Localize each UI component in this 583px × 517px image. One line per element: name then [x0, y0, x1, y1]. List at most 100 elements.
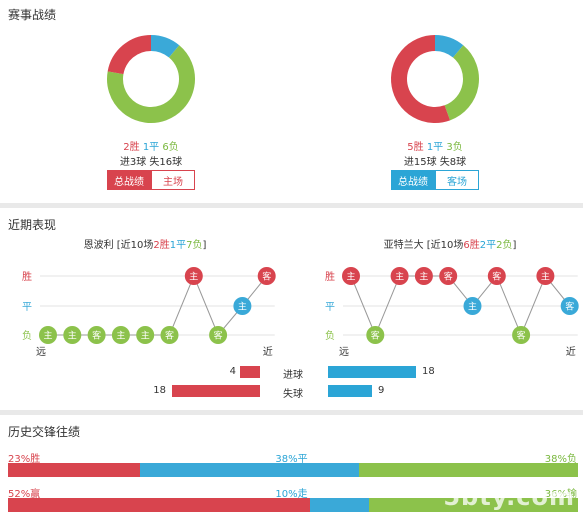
- recent-panel: 近期表现 恩波利 [近10场2胜1平7负] 亚特兰大 [近10场6胜2平2负] …: [0, 208, 583, 410]
- form-line: [48, 274, 268, 336]
- tab-away-venue[interactable]: 客场: [435, 170, 479, 190]
- home-recent-losses: 7负: [186, 240, 203, 251]
- away-conceded-value: 9: [378, 385, 385, 396]
- form-point-venue: 客: [165, 330, 174, 342]
- form-point: 主: [342, 267, 360, 285]
- form-point-venue: 主: [141, 330, 150, 342]
- home-win-count: 2胜: [123, 142, 140, 153]
- h2h-panel: 历史交锋往绩 23%胜 38%平 38%负 52%赢 10%走 36%输 5bt…: [0, 415, 583, 517]
- bar-draw-segment: [140, 463, 360, 477]
- form-point-marker: [257, 267, 276, 285]
- away-summary-end: ]: [512, 240, 517, 251]
- home-recent-draws: 1平: [169, 240, 187, 251]
- form-point: 客: [366, 326, 385, 344]
- donut-draw-segment: [434, 35, 464, 58]
- home-form-chart: 胜平负主主客主主客主客主客远近: [22, 267, 276, 358]
- bar-loss-segment: [359, 463, 578, 477]
- home-tabs: 总战绩 主场: [107, 170, 195, 190]
- form-point-marker: [184, 267, 203, 285]
- h2h-loss-label: 38%负: [544, 454, 577, 465]
- tab-home-venue[interactable]: 主场: [151, 170, 195, 190]
- form-point-marker: [342, 267, 360, 285]
- form-point: 主: [111, 326, 130, 344]
- form-point-venue: 主: [68, 330, 77, 342]
- tab-total-record-away[interactable]: 总战绩: [391, 170, 435, 190]
- h2h-handicap-push-label: 10%走: [275, 489, 308, 500]
- away-scored-bar: [328, 366, 416, 378]
- away-recent-wins: 6胜: [463, 240, 480, 251]
- record-panel: 赛事战绩 2胜 1平 6负 进3球 失16球 总战绩 主场 5胜 1平 3负 进…: [0, 0, 583, 203]
- form-point: 主: [390, 267, 409, 285]
- scored-label: 进球: [283, 370, 303, 381]
- form-point: 主: [233, 297, 252, 315]
- bar-draw-segment: [310, 498, 369, 512]
- form-point: 客: [87, 326, 106, 344]
- away-record-donut: [391, 35, 479, 123]
- form-point-venue: 主: [238, 301, 247, 313]
- home-loss-count: 6负: [162, 142, 179, 153]
- away-form-chart: 胜平负主客主主客主客客主客远近: [325, 267, 579, 358]
- bar-win-segment: [8, 498, 311, 512]
- axis-near-label: 近: [263, 345, 273, 358]
- away-tabs: 总战绩 客场: [391, 170, 479, 190]
- form-point-marker: [366, 326, 385, 344]
- form-point-marker: [560, 297, 579, 315]
- form-point: 主: [414, 267, 433, 285]
- form-point-marker: [209, 326, 228, 344]
- section-title-h2h: 历史交锋往绩: [8, 425, 81, 439]
- axis-far-label: 远: [36, 346, 46, 358]
- home-scored-bar: [240, 366, 260, 378]
- h2h-handicap-loss-label: 36%输: [544, 489, 577, 500]
- h2h-result-bar: [8, 463, 578, 477]
- form-point-venue: 客: [444, 271, 453, 283]
- form-point-marker: [390, 267, 409, 285]
- form-line: [350, 275, 571, 337]
- form-point: 客: [160, 326, 179, 344]
- h2h-win-label: 23%胜: [8, 454, 41, 465]
- y-axis-label: 负: [22, 329, 32, 342]
- form-point: 客: [560, 297, 579, 315]
- form-point-venue: 主: [43, 330, 52, 342]
- h2h-handicap-win-label: 52%赢: [8, 489, 41, 500]
- form-point-marker: [414, 267, 433, 285]
- home-conceded-value: 18: [153, 385, 166, 396]
- donut-draw-segment: [150, 35, 180, 58]
- away-loss-count: 3负: [446, 142, 463, 153]
- form-point-marker: [233, 297, 252, 315]
- home-record-donut: [107, 35, 195, 123]
- form-point-marker: [536, 267, 555, 285]
- h2h-draw-label: 38%平: [275, 454, 308, 465]
- h2h-handicap-bar: [8, 498, 578, 512]
- home-conceded-bar: [172, 385, 260, 397]
- form-point-marker: [63, 326, 82, 344]
- form-point-marker: [463, 297, 482, 315]
- form-point-venue: 客: [492, 271, 501, 283]
- form-point: 主: [184, 267, 203, 285]
- donut-win-segment: [107, 35, 152, 75]
- away-scored-value: 18: [422, 366, 435, 377]
- form-point-venue: 主: [346, 271, 355, 283]
- form-point-marker: [87, 326, 106, 344]
- home-draw-count: 1平: [142, 142, 160, 153]
- donut-win-segment: [391, 35, 451, 123]
- home-wdl: 2胜 1平 6负: [96, 138, 206, 153]
- bar-win-segment: [8, 463, 141, 477]
- form-point-venue: 客: [262, 271, 271, 283]
- y-axis-label: 胜: [22, 271, 32, 283]
- home-goals: 进3球 失16球: [119, 157, 183, 168]
- away-recent-draws: 2平: [479, 240, 497, 251]
- y-axis-label: 胜: [325, 271, 335, 283]
- away-win-count: 5胜: [407, 142, 424, 153]
- tab-total-record-home[interactable]: 总战绩: [107, 170, 151, 190]
- form-point-venue: 主: [189, 271, 198, 283]
- form-point-venue: 客: [565, 301, 574, 313]
- watermark-logo: 5bty.com: [443, 483, 575, 511]
- donut-loss-segment: [107, 45, 195, 123]
- form-point: 客: [439, 267, 458, 285]
- form-point-marker: [439, 267, 458, 285]
- away-draw-count: 1平: [426, 142, 444, 153]
- form-point-marker: [487, 267, 506, 285]
- form-point-venue: 客: [92, 330, 101, 342]
- away-conceded-bar: [328, 385, 372, 397]
- away-recent-losses: 2负: [496, 240, 513, 251]
